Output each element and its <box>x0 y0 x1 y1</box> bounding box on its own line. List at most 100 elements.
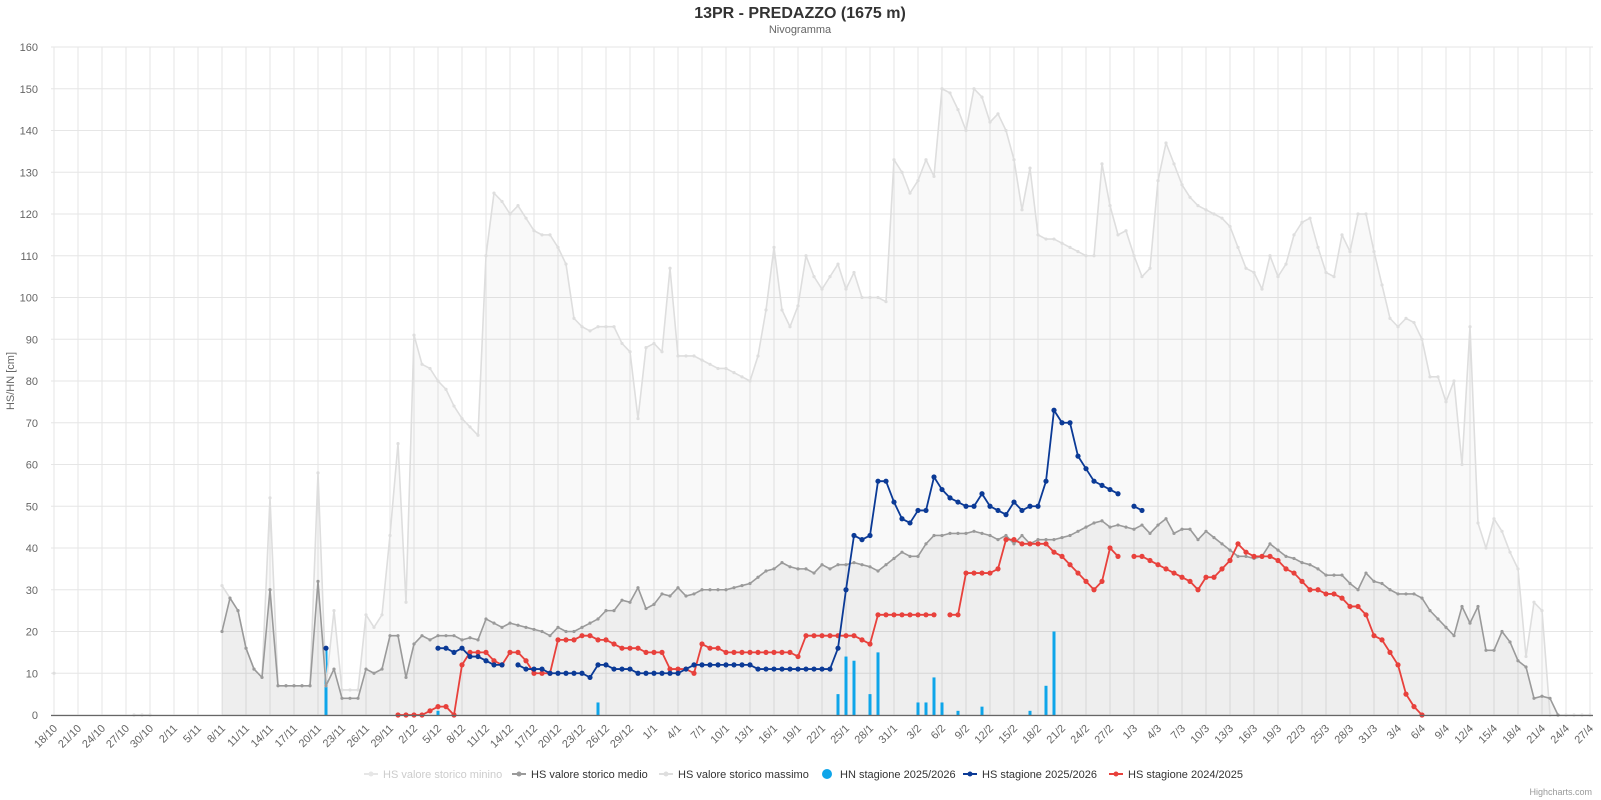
hs-valore-storico-massimo-point[interactable] <box>588 329 592 333</box>
hs-valore-storico-medio-point[interactable] <box>1276 548 1280 552</box>
hs-valore-storico-massimo-point[interactable] <box>1172 162 1176 166</box>
hs-valore-storico-massimo-point[interactable] <box>380 613 384 617</box>
hs-stagione-2024-2025-point[interactable] <box>595 637 601 643</box>
hs-valore-storico-medio-point[interactable] <box>1004 533 1008 538</box>
hs-stagione-2025-2026-point[interactable] <box>1043 478 1049 484</box>
hs-valore-storico-massimo-point[interactable] <box>1276 275 1280 279</box>
hs-valore-storico-massimo-point[interactable] <box>1116 233 1120 237</box>
hs-valore-storico-medio-point[interactable] <box>868 565 872 569</box>
hs-valore-storico-medio-point[interactable] <box>892 556 896 561</box>
hs-valore-storico-medio-point[interactable] <box>860 563 864 567</box>
hs-valore-storico-medio-point[interactable] <box>348 696 352 700</box>
hs-valore-storico-massimo-point[interactable] <box>628 350 632 354</box>
hs-valore-storico-medio-point[interactable] <box>1380 581 1384 586</box>
hs-valore-storico-medio-point[interactable] <box>436 634 440 638</box>
hs-stagione-2024-2025-point[interactable] <box>515 649 521 655</box>
hs-valore-storico-medio-point[interactable] <box>596 617 600 621</box>
hs-valore-storico-massimo-point[interactable] <box>1100 162 1104 166</box>
hs-stagione-2024-2025-point[interactable] <box>803 633 809 639</box>
hs-stagione-2024-2025-point[interactable] <box>1403 691 1409 697</box>
hs-stagione-2024-2025-point[interactable] <box>1051 549 1057 555</box>
hs-valore-storico-medio-point[interactable] <box>556 625 560 629</box>
hs-stagione-2024-2025-point[interactable] <box>795 653 801 660</box>
hs-valore-storico-medio-point[interactable] <box>1076 529 1080 533</box>
hs-valore-storico-medio-point[interactable] <box>452 634 456 638</box>
hs-stagione-2024-2025-point[interactable] <box>1259 553 1265 559</box>
hs-stagione-2025-2026-point[interactable] <box>595 662 601 668</box>
hs-stagione-2025-2026-point[interactable] <box>827 666 833 672</box>
hs-valore-storico-massimo-point[interactable] <box>532 229 536 233</box>
hs-valore-storico-medio-point[interactable] <box>732 586 736 590</box>
hs-valore-storico-medio-point[interactable] <box>636 586 640 590</box>
hs-valore-storico-medio-point[interactable] <box>244 646 248 650</box>
hs-stagione-2025-2026-point[interactable] <box>891 499 897 505</box>
hs-stagione-2024-2025-point[interactable] <box>1179 574 1185 580</box>
hs-valore-storico-medio-point[interactable] <box>1140 523 1144 527</box>
hs-valore-storico-medio-point[interactable] <box>980 531 984 535</box>
hs-stagione-2024-2025-point[interactable] <box>1371 633 1377 639</box>
hs-valore-storico-massimo-point[interactable] <box>1292 233 1296 237</box>
hs-valore-storico-massimo-point[interactable] <box>724 366 728 371</box>
hs-valore-storico-massimo-point[interactable] <box>1084 254 1088 258</box>
hs-stagione-2024-2025-point[interactable] <box>1059 553 1065 559</box>
hs-valore-storico-medio-point[interactable] <box>484 617 488 621</box>
hs-valore-storico-massimo-point[interactable] <box>1188 195 1192 199</box>
hs-valore-storico-massimo-point[interactable] <box>1452 379 1456 383</box>
hs-stagione-2024-2025-point[interactable] <box>459 662 465 668</box>
hs-valore-storico-massimo-point[interactable] <box>1148 266 1152 270</box>
hs-stagione-2024-2025-point[interactable] <box>651 649 657 655</box>
hs-valore-storico-medio-point[interactable] <box>1356 588 1360 592</box>
legend-item-hs-valore-storico-massimo[interactable]: HS valore storico massimo <box>659 769 809 781</box>
hs-valore-storico-medio-point[interactable] <box>692 592 696 596</box>
hn-bar[interactable] <box>1044 685 1048 715</box>
hs-valore-storico-massimo-point[interactable] <box>1020 208 1024 212</box>
hs-valore-storico-medio-point[interactable] <box>996 538 1000 542</box>
hs-valore-storico-massimo-point[interactable] <box>1124 229 1128 233</box>
hs-valore-storico-massimo-point[interactable] <box>1164 141 1168 145</box>
hs-stagione-2025-2026-point[interactable] <box>1035 503 1041 509</box>
hs-valore-storico-massimo-point[interactable] <box>1340 233 1344 237</box>
hs-valore-storico-massimo-point[interactable] <box>1092 254 1096 258</box>
hs-valore-storico-medio-point[interactable] <box>1292 556 1296 561</box>
hs-valore-storico-massimo-point[interactable] <box>348 688 352 692</box>
hs-valore-storico-medio-point[interactable] <box>644 606 648 611</box>
hs-valore-storico-medio-point[interactable] <box>1412 592 1416 596</box>
hs-valore-storico-medio-point[interactable] <box>660 592 664 596</box>
hs-valore-storico-medio-point[interactable] <box>1532 696 1536 700</box>
hs-valore-storico-massimo-point[interactable] <box>396 442 400 446</box>
hs-valore-storico-medio-point[interactable] <box>1396 592 1400 596</box>
hs-valore-storico-massimo-point[interactable] <box>772 245 776 249</box>
hs-valore-storico-massimo-point[interactable] <box>828 275 832 279</box>
hs-stagione-2025-2026-point[interactable] <box>675 670 681 676</box>
hs-stagione-2024-2025-point[interactable] <box>819 633 825 639</box>
hs-stagione-2025-2026-point[interactable] <box>787 666 793 672</box>
hs-stagione-2024-2025-point[interactable] <box>883 612 889 618</box>
hs-valore-storico-medio-point[interactable] <box>1436 617 1440 621</box>
hs-valore-storico-medio-point[interactable] <box>932 533 936 538</box>
hs-stagione-2024-2025-point[interactable] <box>963 570 969 576</box>
hs-stagione-2024-2025-point[interactable] <box>843 633 849 639</box>
hs-valore-storico-medio-point[interactable] <box>564 629 568 634</box>
hs-valore-storico-medio-point[interactable] <box>1428 609 1432 613</box>
hs-stagione-2025-2026-point[interactable] <box>1083 466 1089 472</box>
hs-stagione-2024-2025-point[interactable] <box>555 637 561 643</box>
hs-valore-storico-massimo-point[interactable] <box>924 158 928 162</box>
hs-valore-storico-medio-point[interactable] <box>1092 521 1096 525</box>
hs-stagione-2024-2025-point[interactable] <box>467 649 473 655</box>
hs-valore-storico-medio-point[interactable] <box>828 567 832 571</box>
hs-stagione-2025-2026-point[interactable] <box>491 662 497 668</box>
hs-valore-storico-massimo-point[interactable] <box>404 600 408 604</box>
hs-stagione-2024-2025-point[interactable] <box>1331 591 1337 597</box>
hs-stagione-2024-2025-point[interactable] <box>611 641 617 647</box>
hs-stagione-2025-2026-point[interactable] <box>1027 503 1033 509</box>
hs-stagione-2024-2025-point[interactable] <box>1115 553 1121 559</box>
hs-valore-storico-medio-point[interactable] <box>1444 625 1448 629</box>
hs-valore-storico-medio-point[interactable] <box>444 634 448 638</box>
hs-valore-storico-massimo-point[interactable] <box>436 379 440 383</box>
hs-valore-storico-massimo-point[interactable] <box>1212 212 1216 216</box>
hs-valore-storico-massimo-point[interactable] <box>1108 204 1112 208</box>
hs-valore-storico-medio-point[interactable] <box>1484 648 1488 652</box>
hs-valore-storico-medio-point[interactable] <box>1404 592 1408 596</box>
hs-valore-storico-massimo-point[interactable] <box>1484 546 1488 550</box>
hs-stagione-2024-2025-point[interactable] <box>571 637 577 643</box>
